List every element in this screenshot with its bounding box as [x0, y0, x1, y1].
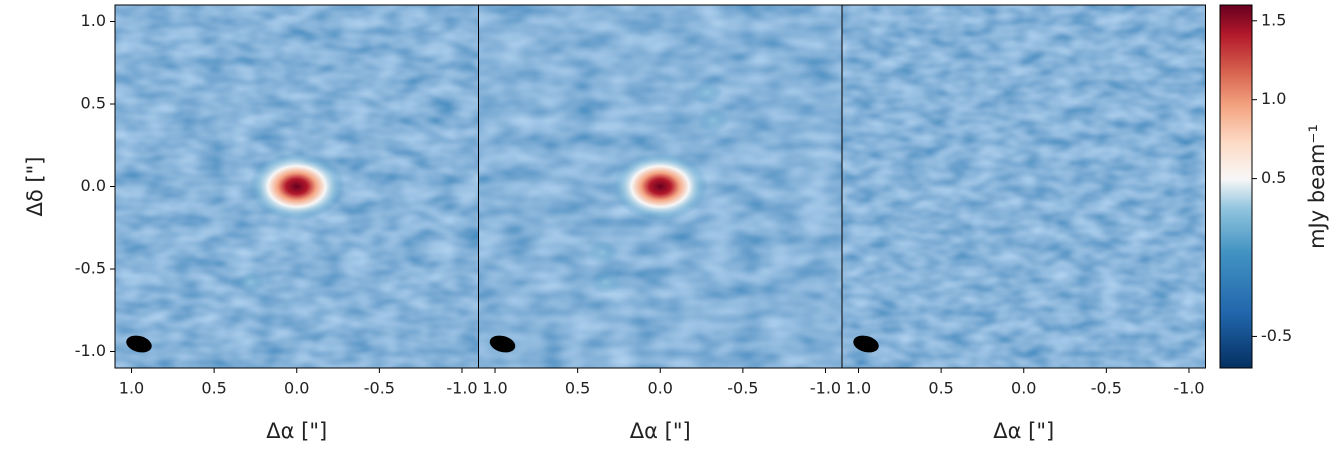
x-tick-label: 1.0	[482, 379, 507, 398]
x-tick-label: 0.5	[201, 379, 226, 398]
y-tick-label: -0.5	[75, 259, 106, 278]
source	[612, 152, 709, 221]
faint-source	[236, 271, 265, 294]
beam	[489, 335, 516, 353]
x-tick-label: 1.0	[846, 379, 871, 398]
x-tick-label: 1.0	[119, 379, 144, 398]
faint-source	[589, 270, 622, 295]
colorbar	[1219, 4, 1253, 369]
x-tick-label: 0.0	[648, 379, 673, 398]
x-tick-label: 0.0	[1011, 379, 1036, 398]
faint-source	[586, 240, 619, 265]
y-tick-label: 0.5	[81, 94, 106, 113]
faint-source	[697, 108, 730, 133]
colorbar-label: mJy beam⁻¹	[1305, 124, 1329, 249]
x-axis-label: Δα ["]	[266, 419, 327, 443]
x-axis-label: Δα ["]	[993, 419, 1054, 443]
beam	[853, 335, 879, 353]
x-tick-label: -1.0	[810, 379, 841, 398]
colorbar-tick-label: 1.5	[1261, 10, 1286, 29]
source	[248, 152, 345, 221]
y-axis-label: Δδ ["]	[23, 157, 47, 217]
x-tick-label: -0.5	[727, 379, 758, 398]
x-tick-label: -0.5	[364, 379, 395, 398]
colorbar-tick-label: -0.5	[1261, 326, 1292, 345]
y-tick-label: 0.0	[81, 176, 106, 195]
beam	[126, 335, 152, 353]
y-tick-label: -1.0	[75, 341, 106, 360]
noise-image	[842, 5, 1206, 368]
y-tick-label: 1.0	[81, 11, 106, 30]
x-tick-label: -1.0	[446, 379, 477, 398]
x-tick-label: -1.0	[1173, 379, 1204, 398]
colorbar-tick-label: 0.5	[1261, 168, 1286, 187]
faint-source	[690, 80, 723, 105]
x-tick-label: 0.5	[928, 379, 953, 398]
colorbar-tick-label: 1.0	[1261, 89, 1286, 108]
x-axis-label: Δα ["]	[630, 419, 691, 443]
x-tick-label: 0.5	[565, 379, 590, 398]
x-tick-label: -0.5	[1091, 379, 1122, 398]
x-tick-label: 0.0	[284, 379, 309, 398]
